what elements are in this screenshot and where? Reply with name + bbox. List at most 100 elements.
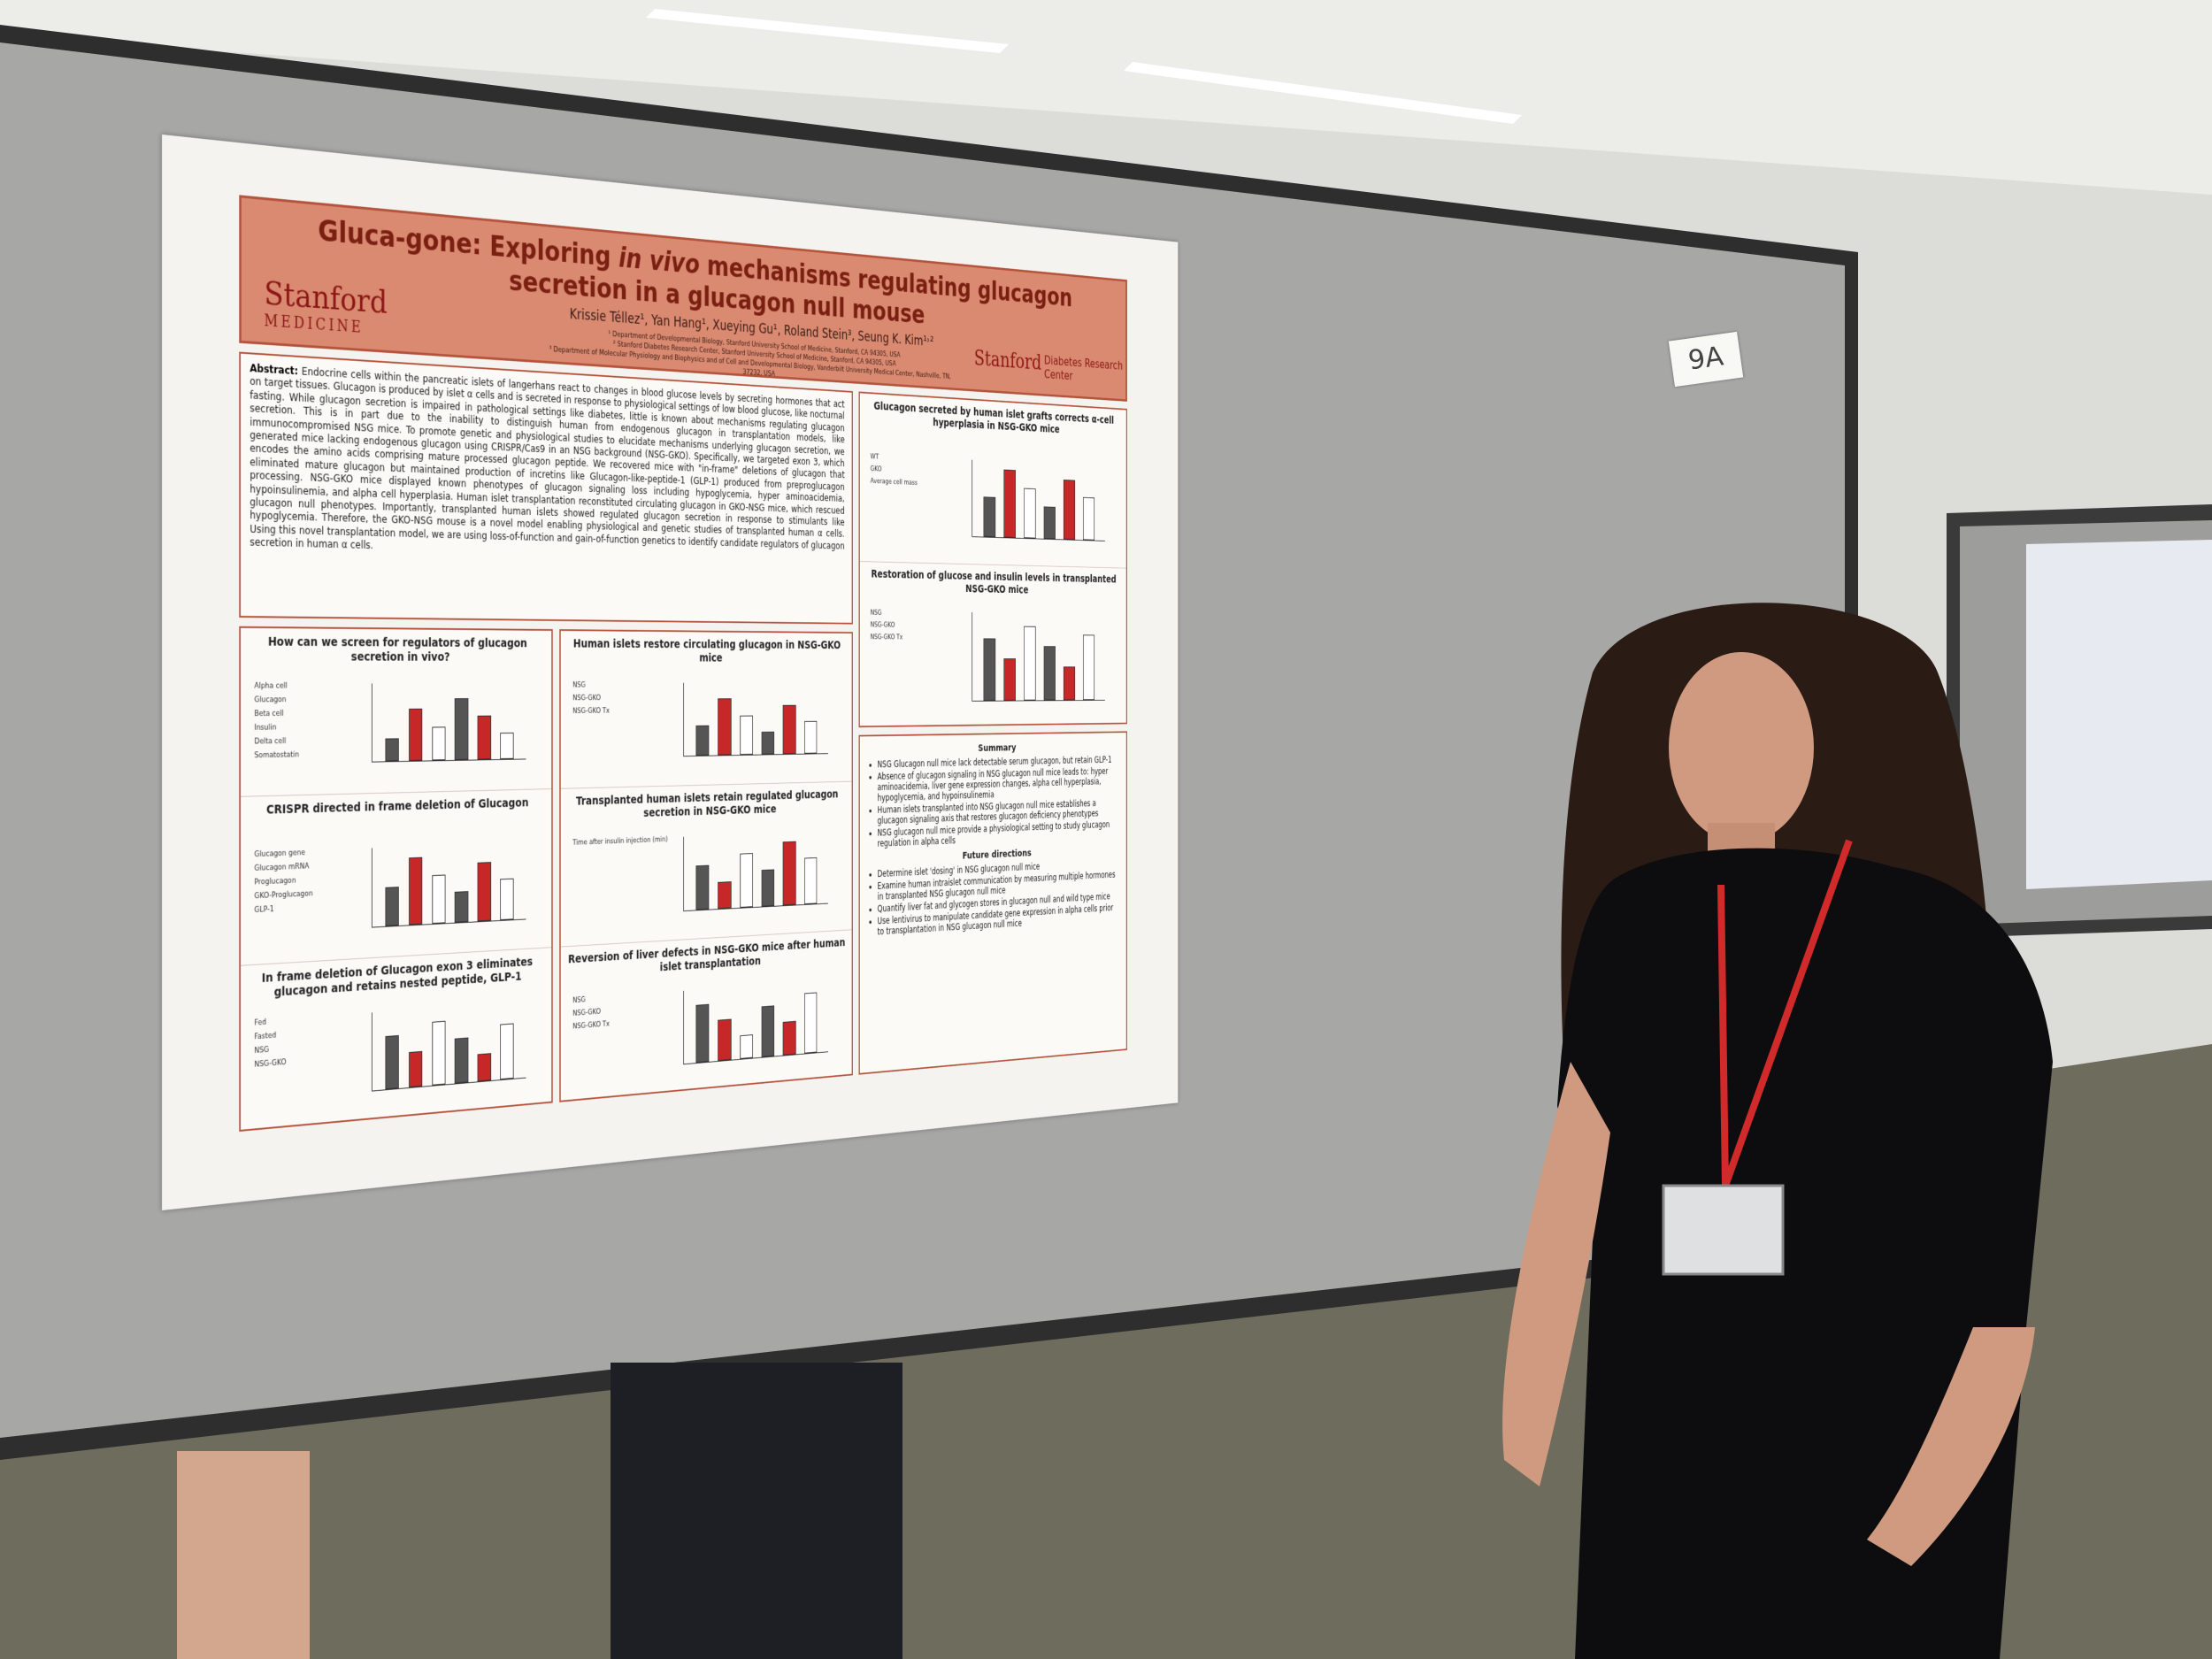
summary-title: Summary [868,741,1119,757]
figure-axes [683,682,827,757]
section: Human islets restore circulating glucago… [561,631,852,788]
figure-label: Fed [254,1011,363,1027]
future-list: Determine islet 'dosing' in NSG glucagon… [868,857,1119,937]
legs-behind-board [611,1363,902,1659]
figure-bar [1003,658,1016,701]
figure-bar [478,715,491,759]
figure: NSG NSG-GKO NSG-GKO Tx [868,603,1119,722]
abstract: Abstract: Endocrine cells within the pan… [239,352,853,625]
summary-list: NSG Glucagon null mice lack detectable s… [868,755,1119,849]
logo-name: Stanford [974,345,1041,374]
section-title: CRISPR directed in frame deletion of Glu… [241,789,551,822]
figure: Time after insulin injection (min) [570,824,843,939]
figure-bar [385,738,399,762]
figure-axes [972,612,1105,702]
figure-bar [500,879,513,920]
figure-bar [1003,470,1016,538]
section-title: How can we screen for regulators of gluc… [241,628,551,669]
figure-bar [1043,506,1055,539]
section-title: Human islets restore circulating glucago… [561,631,852,669]
figure-bar [455,891,468,923]
figure-bar [762,732,775,755]
figure-bar [455,698,468,761]
figure-axes [683,980,827,1064]
figure-bar [409,857,423,925]
figure-label: WT [871,453,964,465]
figure-label: NSG-GKO [871,621,964,630]
figure-label: Glucagon [254,695,363,704]
stanford-medicine-logo: Stanford MEDICINE [264,273,387,338]
figure-bar [696,1004,710,1063]
figure-bar [432,874,446,924]
figure-bar [385,887,399,926]
leg-behind-board [177,1451,310,1659]
figure-label: Glucagon gene [254,847,363,859]
figure-bar [696,865,710,910]
figure-label: Somatostatin [254,749,363,760]
figure-bar [1064,666,1075,700]
section: Glucagon secreted by human islet grafts … [860,393,1126,567]
figure-label: NSG [572,681,674,689]
figure-bar [1024,626,1035,701]
figure-bar [478,862,491,921]
section: Restoration of glucose and insulin level… [860,561,1126,730]
figure-bar [804,721,817,754]
figure-label: Delta cell [254,736,363,746]
figure-bar [500,1023,513,1079]
figure-axes [372,683,526,763]
figure-label: Glucagon mRNA [254,861,363,874]
section: CRISPR directed in frame deletion of Glu… [241,788,551,965]
figure-label: Insulin [254,723,363,733]
figure-label: NSG-GKO [572,694,674,703]
figure: NSG NSG-GKO NSG-GKO Tx [570,675,843,780]
figure-bar [762,1006,775,1057]
figure-label: NSG-GKO Tx [572,707,674,716]
poster-sheet: Gluca-gone: Exploring in vivo mechanisms… [162,134,1178,1210]
figure-bar [804,993,817,1054]
figure-bar [478,1053,491,1081]
figure-label: Time after insulin injection (min) [572,836,674,848]
figure-label: NSG [871,610,964,618]
column: How can we screen for regulators of gluc… [239,626,552,1132]
section: Reversion of liver defects in NSG-GKO mi… [561,929,852,1104]
column: Glucagon secreted by human islet grafts … [859,392,1127,728]
figure-label: Alpha cell [254,682,363,691]
figure-bar [455,1037,468,1084]
figure: NSG NSG-GKO NSG-GKO Tx [570,972,843,1095]
figure-bar [409,709,423,761]
figure-bar [983,497,995,537]
figure-bar [718,881,731,909]
section-title: Transplanted human islets retain regulat… [561,782,852,827]
figure-bar [696,726,710,756]
diabetes-center-logo: Stanford Diabetes Research Center [974,345,1123,386]
figure-bar [1024,488,1035,539]
section: How can we screen for regulators of gluc… [241,628,551,796]
board-number: 9A [1669,332,1743,387]
figure-bar [718,699,731,756]
figure-bar [783,1020,795,1055]
figure: Fed Fasted NSG NSG-GKO [251,992,542,1124]
abstract-text: Endocrine cells within the pancreatic is… [250,365,844,551]
poster: Gluca-gone: Exploring in vivo mechanisms… [162,134,1178,1210]
figure-axes [372,842,526,927]
column: Human islets restore circulating glucago… [559,629,853,1102]
figure: Glucagon gene Glucagon mRNA Proglucagon GKO… [251,834,542,956]
figure-bar [804,857,817,904]
figure-bar [783,704,795,754]
figure-axes [683,832,827,911]
figure-bar [1083,634,1094,700]
figure-label: Average cell mass [871,478,964,489]
figure-bar [1064,480,1075,540]
figure-axes [372,1002,526,1092]
figure-label: Proglucagon [254,874,363,887]
figure-bar [1043,646,1055,700]
figure-bar [385,1035,399,1089]
figure-bar [432,1021,446,1086]
section-title: Restoration of glucose and insulin level… [860,562,1126,602]
logo-sub: Diabetes Research Center [1044,353,1123,387]
figure-label: Beta cell [254,709,363,718]
figure-bar [432,726,446,761]
face [1669,652,1814,843]
title-part: Gluca-gone: Exploring [318,213,618,273]
